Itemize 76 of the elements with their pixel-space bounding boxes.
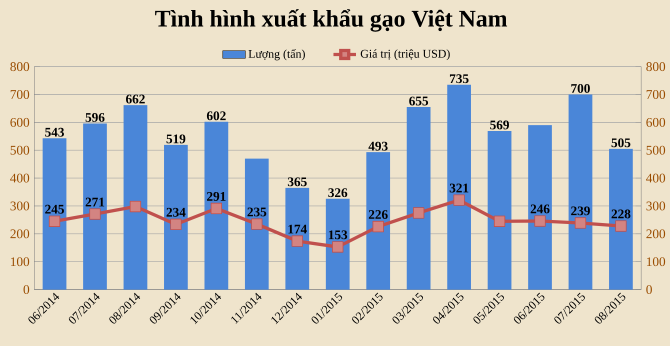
- data-label: 228: [612, 209, 630, 218]
- y2-tick-label: 600: [10, 118, 30, 127]
- y-tick-label: 0: [646, 284, 652, 294]
- point: [130, 200, 142, 212]
- data-label: 153: [328, 230, 348, 240]
- data-label: 493: [368, 142, 388, 150]
- data-label: 602: [206, 111, 226, 120]
- data-label: 543: [45, 128, 64, 137]
- legend-label: Lượng (tấn): [248, 49, 305, 60]
- y-tick-label: 100: [646, 257, 666, 266]
- data-label: 246: [530, 204, 550, 214]
- y2-tick-label: 100: [11, 257, 30, 266]
- y2-tick-label: 0: [24, 284, 30, 294]
- bar: [244, 158, 269, 290]
- y2-tick-label: 200: [10, 229, 30, 238]
- data-label: 226: [368, 210, 388, 219]
- point: [170, 218, 182, 230]
- data-label: 271: [86, 198, 104, 206]
- data-label: 235: [247, 207, 266, 216]
- data-label: 505: [612, 138, 630, 148]
- bar: [528, 125, 552, 290]
- point: [494, 215, 506, 227]
- bar: [124, 104, 148, 290]
- data-label: 321: [450, 183, 468, 192]
- bar: [366, 152, 390, 290]
- y-tick-label: 400: [646, 174, 666, 182]
- point: [534, 215, 546, 227]
- data-label: 245: [45, 204, 64, 214]
- bar: [406, 106, 431, 290]
- data-label: 174: [288, 224, 307, 234]
- point: [574, 217, 586, 228]
- y2-tick-label: 800: [10, 62, 30, 71]
- bar: [568, 94, 592, 290]
- point: [210, 202, 222, 214]
- y-tick-label: 200: [646, 229, 666, 238]
- point: [453, 194, 465, 206]
- bar: [326, 198, 350, 290]
- data-label: 662: [126, 94, 145, 104]
- data-label: 735: [450, 74, 469, 84]
- chart-title: Tình hình xuất khẩu gạo Việt Nam: [155, 9, 508, 32]
- data-label: 596: [86, 112, 104, 122]
- y-tick-label: 700: [646, 90, 666, 99]
- bar: [83, 123, 107, 290]
- data-label: 239: [571, 206, 590, 216]
- bar: [164, 144, 188, 290]
- point: [89, 208, 101, 220]
- data-label: 700: [571, 84, 590, 93]
- point: [412, 207, 424, 218]
- data-label: 365: [288, 177, 307, 186]
- legend-label: Giá trị (triệu USD): [360, 49, 450, 60]
- bar: [42, 138, 66, 290]
- point: [372, 220, 384, 232]
- data-label: 655: [409, 96, 428, 106]
- data-label: 519: [166, 134, 186, 144]
- bar: [488, 130, 512, 290]
- point: [292, 235, 303, 247]
- data-label: 569: [490, 120, 509, 130]
- data-label: 291: [207, 192, 226, 201]
- y2-tick-label: 300: [10, 201, 30, 210]
- bar: [447, 84, 471, 290]
- point: [48, 215, 60, 227]
- bar: [204, 122, 228, 290]
- bar: [609, 148, 633, 290]
- y2-tick-label: 400: [10, 174, 30, 182]
- y2-tick-label: 700: [10, 90, 30, 99]
- point: [332, 241, 344, 252]
- point: [615, 220, 627, 232]
- bar: [285, 188, 310, 290]
- data-label: 234: [166, 208, 186, 217]
- y2-tick-label: 500: [10, 146, 30, 155]
- y-tick-label: 300: [646, 201, 666, 210]
- y-tick-label: 800: [646, 62, 666, 71]
- y-tick-label: 500: [646, 146, 666, 155]
- data-label: 326: [328, 188, 348, 197]
- point: [251, 218, 262, 230]
- y-tick-label: 600: [646, 118, 666, 127]
